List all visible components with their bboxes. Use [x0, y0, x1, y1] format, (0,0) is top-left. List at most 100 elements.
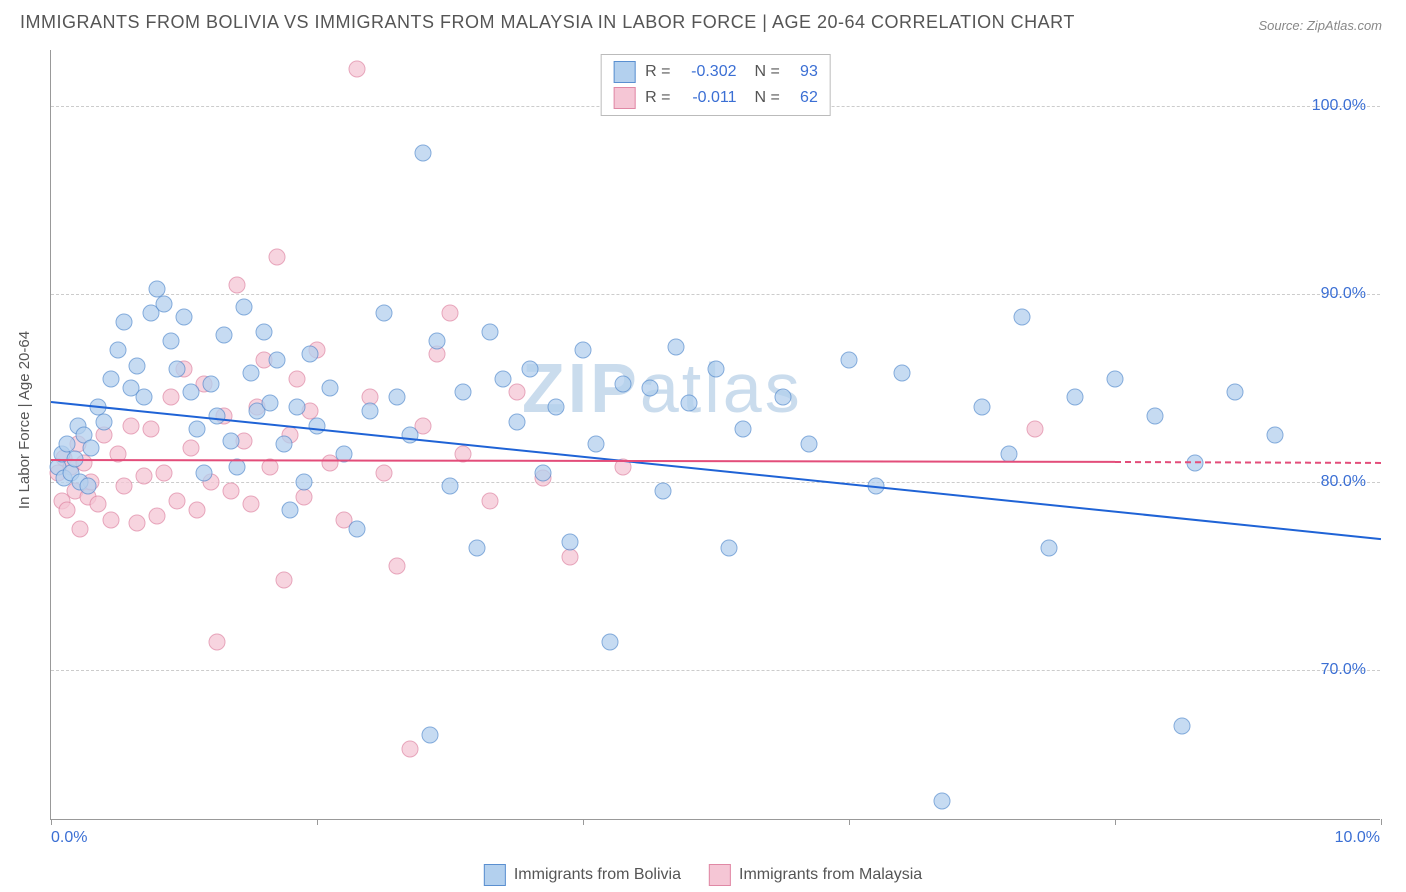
scatter-point [974, 398, 991, 415]
scatter-point [588, 436, 605, 453]
n-value-0: 93 [790, 63, 818, 81]
scatter-point [162, 333, 179, 350]
plot-area: ZIPatlas 70.0% 80.0% 90.0% 100.0% R = -0.30… [50, 50, 1380, 820]
trend-line [51, 459, 1115, 463]
scatter-point [521, 361, 538, 378]
scatter-point [142, 421, 159, 438]
scatter-point [195, 464, 212, 481]
scatter-point [129, 357, 146, 374]
r-value-1: -0.011 [681, 89, 737, 107]
stats-swatch-0 [613, 61, 635, 83]
scatter-point [708, 361, 725, 378]
trend-line [51, 401, 1381, 540]
scatter-point [322, 380, 339, 397]
scatter-point [275, 571, 292, 588]
legend-swatch-1 [709, 864, 731, 886]
scatter-point [309, 417, 326, 434]
scatter-point [156, 464, 173, 481]
scatter-point [189, 421, 206, 438]
scatter-point [189, 502, 206, 519]
scatter-point [654, 483, 671, 500]
scatter-point [109, 342, 126, 359]
scatter-point [348, 520, 365, 537]
scatter-point [295, 473, 312, 490]
scatter-point [282, 502, 299, 519]
watermark-rest: atlas [640, 349, 803, 427]
r-label: R = [645, 63, 670, 81]
scatter-point [169, 361, 186, 378]
scatter-point [348, 60, 365, 77]
scatter-point [481, 323, 498, 340]
scatter-point [362, 402, 379, 419]
scatter-point [841, 351, 858, 368]
scatter-point [182, 440, 199, 457]
scatter-point [375, 304, 392, 321]
scatter-point [289, 370, 306, 387]
scatter-point [1013, 308, 1030, 325]
scatter-point [275, 436, 292, 453]
scatter-point [1266, 427, 1283, 444]
scatter-point [102, 511, 119, 528]
scatter-point [721, 539, 738, 556]
scatter-point [575, 342, 592, 359]
scatter-point [235, 299, 252, 316]
scatter-point [209, 408, 226, 425]
y-tick-label: 100.0% [1312, 97, 1366, 115]
scatter-point [1107, 370, 1124, 387]
scatter-point [262, 395, 279, 412]
scatter-point [561, 534, 578, 551]
x-max-label: 10.0% [1335, 829, 1380, 847]
scatter-point [442, 304, 459, 321]
scatter-point [495, 370, 512, 387]
stats-row-0: R = -0.302 N = 93 [613, 59, 818, 85]
scatter-point [289, 398, 306, 415]
legend-label-1: Immigrants from Malaysia [739, 866, 922, 884]
chart-title: IMMIGRANTS FROM BOLIVIA VS IMMIGRANTS FR… [20, 12, 1075, 33]
trend-line [1115, 461, 1381, 464]
scatter-point [422, 727, 439, 744]
scatter-point [149, 507, 166, 524]
scatter-point [415, 145, 432, 162]
scatter-point [535, 464, 552, 481]
scatter-point [269, 351, 286, 368]
scatter-point [255, 323, 272, 340]
scatter-point [222, 432, 239, 449]
scatter-point [388, 558, 405, 575]
scatter-point [202, 376, 219, 393]
y-tick-label: 90.0% [1321, 285, 1366, 303]
scatter-point [508, 383, 525, 400]
scatter-point [229, 276, 246, 293]
scatter-point [222, 483, 239, 500]
scatter-point [1040, 539, 1057, 556]
y-tick-label: 80.0% [1321, 473, 1366, 491]
x-min-label: 0.0% [51, 829, 87, 847]
scatter-point [156, 295, 173, 312]
scatter-point [215, 327, 232, 344]
scatter-point [801, 436, 818, 453]
n-label: N = [755, 63, 780, 81]
scatter-point [934, 793, 951, 810]
scatter-point [72, 520, 89, 537]
legend-item-1: Immigrants from Malaysia [709, 864, 922, 886]
scatter-point [375, 464, 392, 481]
stats-swatch-1 [613, 87, 635, 109]
scatter-point [774, 389, 791, 406]
scatter-point [129, 515, 146, 532]
scatter-point [242, 365, 259, 382]
y-tick-label: 70.0% [1321, 661, 1366, 679]
scatter-point [601, 633, 618, 650]
scatter-point [82, 440, 99, 457]
scatter-point [455, 383, 472, 400]
scatter-point [162, 389, 179, 406]
scatter-point [1067, 389, 1084, 406]
scatter-point [428, 333, 445, 350]
scatter-point [388, 389, 405, 406]
source-label: Source: ZipAtlas.com [1258, 18, 1382, 33]
legend-label-0: Immigrants from Bolivia [514, 866, 681, 884]
scatter-point [182, 383, 199, 400]
scatter-point [1146, 408, 1163, 425]
y-axis-title: In Labor Force | Age 20-64 [16, 331, 33, 509]
stats-row-1: R = -0.011 N = 62 [613, 85, 818, 111]
scatter-point [614, 376, 631, 393]
watermark: ZIPatlas [522, 348, 803, 428]
